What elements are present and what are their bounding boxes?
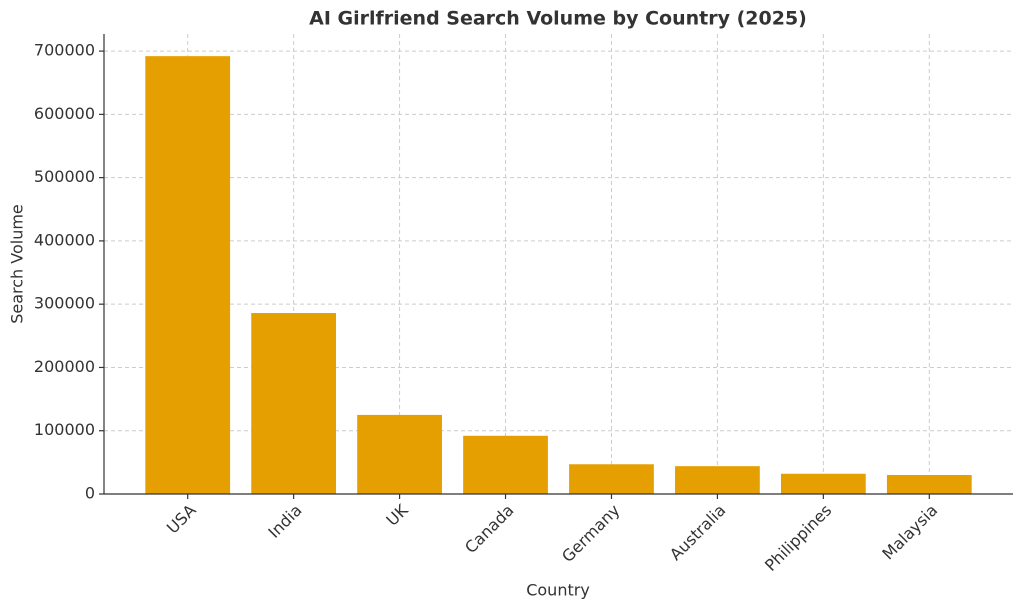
chart-title: AI Girlfriend Search Volume by Country (… (309, 8, 807, 30)
x-tick-label: Malaysia (878, 501, 941, 564)
y-tick-label: 0 (85, 484, 95, 503)
bar (886, 475, 972, 494)
y-tick-label: 400000 (34, 230, 95, 249)
bar (145, 56, 231, 494)
y-tick-label: 300000 (34, 294, 95, 313)
bar (463, 435, 548, 494)
x-axis-label: Country (526, 581, 590, 600)
bar (251, 313, 337, 494)
x-tick-label: USA (163, 501, 200, 538)
y-tick-label: 600000 (34, 104, 95, 123)
x-tick-label: India (264, 501, 305, 542)
x-tick-label: Philippines (761, 501, 835, 575)
y-tick-label: 200000 (34, 357, 95, 376)
bar (780, 473, 866, 494)
x-tick-label: Australia (666, 501, 729, 564)
x-tick-label: UK (382, 500, 411, 529)
y-tick-label: 100000 (34, 420, 95, 439)
bar (357, 414, 442, 494)
bar (569, 464, 654, 494)
y-tick-label: 500000 (34, 167, 95, 186)
y-tick-label: 700000 (34, 41, 95, 60)
x-tick-label: Germany (558, 501, 623, 566)
y-axis-label: Search Volume (8, 204, 27, 324)
x-tick-label: Canada (461, 501, 517, 557)
bar (675, 466, 760, 494)
